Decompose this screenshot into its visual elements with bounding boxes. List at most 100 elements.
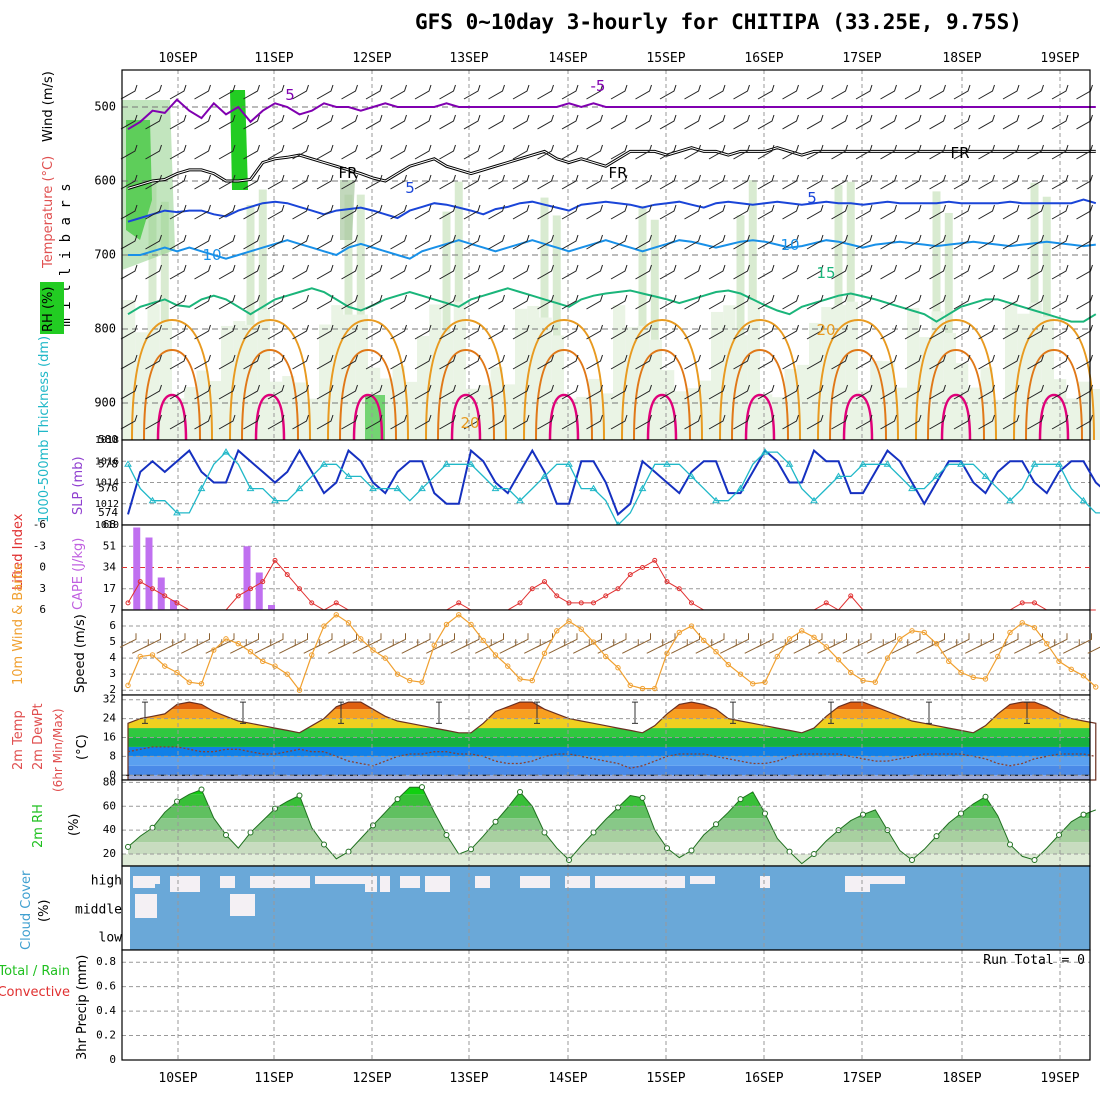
wind-barb (169, 294, 187, 310)
wind-barb (341, 414, 358, 430)
wind-barb (511, 633, 529, 648)
contour-label: FR (338, 164, 357, 182)
wind-barb (512, 384, 530, 400)
wind-barb (684, 204, 701, 220)
wind-speed-point (578, 626, 584, 632)
wind-barb (904, 144, 922, 160)
wind-axis-label: 10m Wind & Barbs (11, 563, 26, 685)
wind-barb (439, 264, 456, 280)
wind-speed-point (603, 653, 609, 660)
wind-barb (928, 633, 945, 648)
minmax-bar (1024, 701, 1030, 724)
wind-barb (537, 144, 554, 160)
wind-barb (733, 354, 750, 370)
wind-barb (831, 144, 848, 160)
rh-point (321, 841, 327, 848)
thickness-point (663, 460, 671, 467)
wind-barb (707, 633, 725, 648)
wind-barb (292, 264, 309, 280)
contour-25 (535, 348, 593, 441)
high-cloud-gap (475, 876, 490, 888)
wind-barb (733, 144, 750, 160)
wind-barb (806, 354, 824, 370)
wind-barb (586, 414, 603, 430)
rh-shade (1066, 398, 1079, 440)
thickness-tick-label: 578 (98, 457, 118, 470)
wind-barb (904, 234, 922, 250)
rh-shade (172, 398, 185, 440)
wind-speed-point (811, 634, 817, 640)
cape-axis-label: CAPE (J/kg) (71, 538, 86, 610)
lifted-index-point (309, 600, 315, 606)
lifted-index-point (260, 579, 266, 585)
contour-FR-inner (127, 147, 1096, 189)
temp-axis-label: 2m Temp (11, 710, 26, 770)
wind-barb (806, 174, 824, 190)
wind-barb (635, 204, 652, 220)
lifted-index-point (248, 586, 253, 592)
wind-barb (855, 384, 873, 400)
wind-barb (806, 414, 824, 430)
high-cloud-gap (380, 876, 390, 892)
wind-barb (169, 204, 187, 220)
wind-barb (904, 204, 922, 220)
thickness-point (810, 496, 818, 504)
thickness-point (1030, 460, 1039, 467)
wind-barb (586, 174, 603, 190)
wind-barb (855, 234, 873, 250)
wind-barb (1075, 633, 1092, 648)
wind-barb (757, 144, 775, 160)
thickness-point (981, 472, 990, 479)
wind-barb (463, 414, 481, 430)
minmax-bar (730, 701, 736, 724)
high-cloud-gap (365, 876, 377, 892)
wind-barb (169, 144, 187, 160)
wind-speed-point (223, 636, 229, 642)
wind-barb (390, 264, 407, 280)
wind-barb (929, 234, 946, 250)
high-cloud-gap (595, 876, 685, 888)
wind-barb (782, 324, 799, 340)
wind-barb (218, 264, 236, 280)
rh-base (122, 854, 1090, 866)
contour-25 (633, 348, 691, 441)
wind-barb (635, 414, 652, 430)
wind-barb (978, 384, 995, 400)
wind-barb (267, 84, 285, 100)
wind-barb (904, 324, 922, 340)
contour-5 (127, 198, 1097, 223)
wind-speed-point (737, 671, 744, 677)
rh-point (786, 848, 793, 855)
wind-barb (684, 324, 701, 340)
wind-barb (1027, 414, 1044, 430)
minmax-bar (534, 701, 540, 724)
wind-barb (119, 633, 137, 648)
contour-label: 5 (285, 86, 295, 104)
wind-barb (390, 204, 407, 220)
wind-barb (145, 144, 162, 160)
rh-point (1007, 841, 1013, 848)
wind-barb (414, 414, 432, 430)
wind-barb (243, 204, 260, 220)
wind-barb (1002, 264, 1020, 280)
wind-barb (659, 414, 677, 430)
wind-barb (1051, 204, 1069, 220)
wind-barb (340, 633, 357, 648)
wind-barb (315, 633, 333, 648)
wind-barb (488, 384, 505, 400)
wind-barb (880, 414, 897, 430)
cloud-level-label: high (91, 874, 122, 889)
temperature-legend-label: Temperature (°C) (41, 156, 56, 269)
wind-speed-point (235, 640, 241, 647)
wind-barb (561, 414, 579, 430)
rh-shade (355, 314, 368, 440)
wind-barb (978, 414, 995, 430)
wind-barb (1002, 384, 1020, 400)
run-total-label: Run Total = 0 (983, 953, 1085, 968)
slp-line (127, 448, 1100, 517)
wind-barb (659, 114, 677, 130)
date-label-bottom: 14SEP (548, 1071, 587, 1086)
wind-barb (292, 204, 309, 220)
wind-barb (341, 84, 358, 100)
